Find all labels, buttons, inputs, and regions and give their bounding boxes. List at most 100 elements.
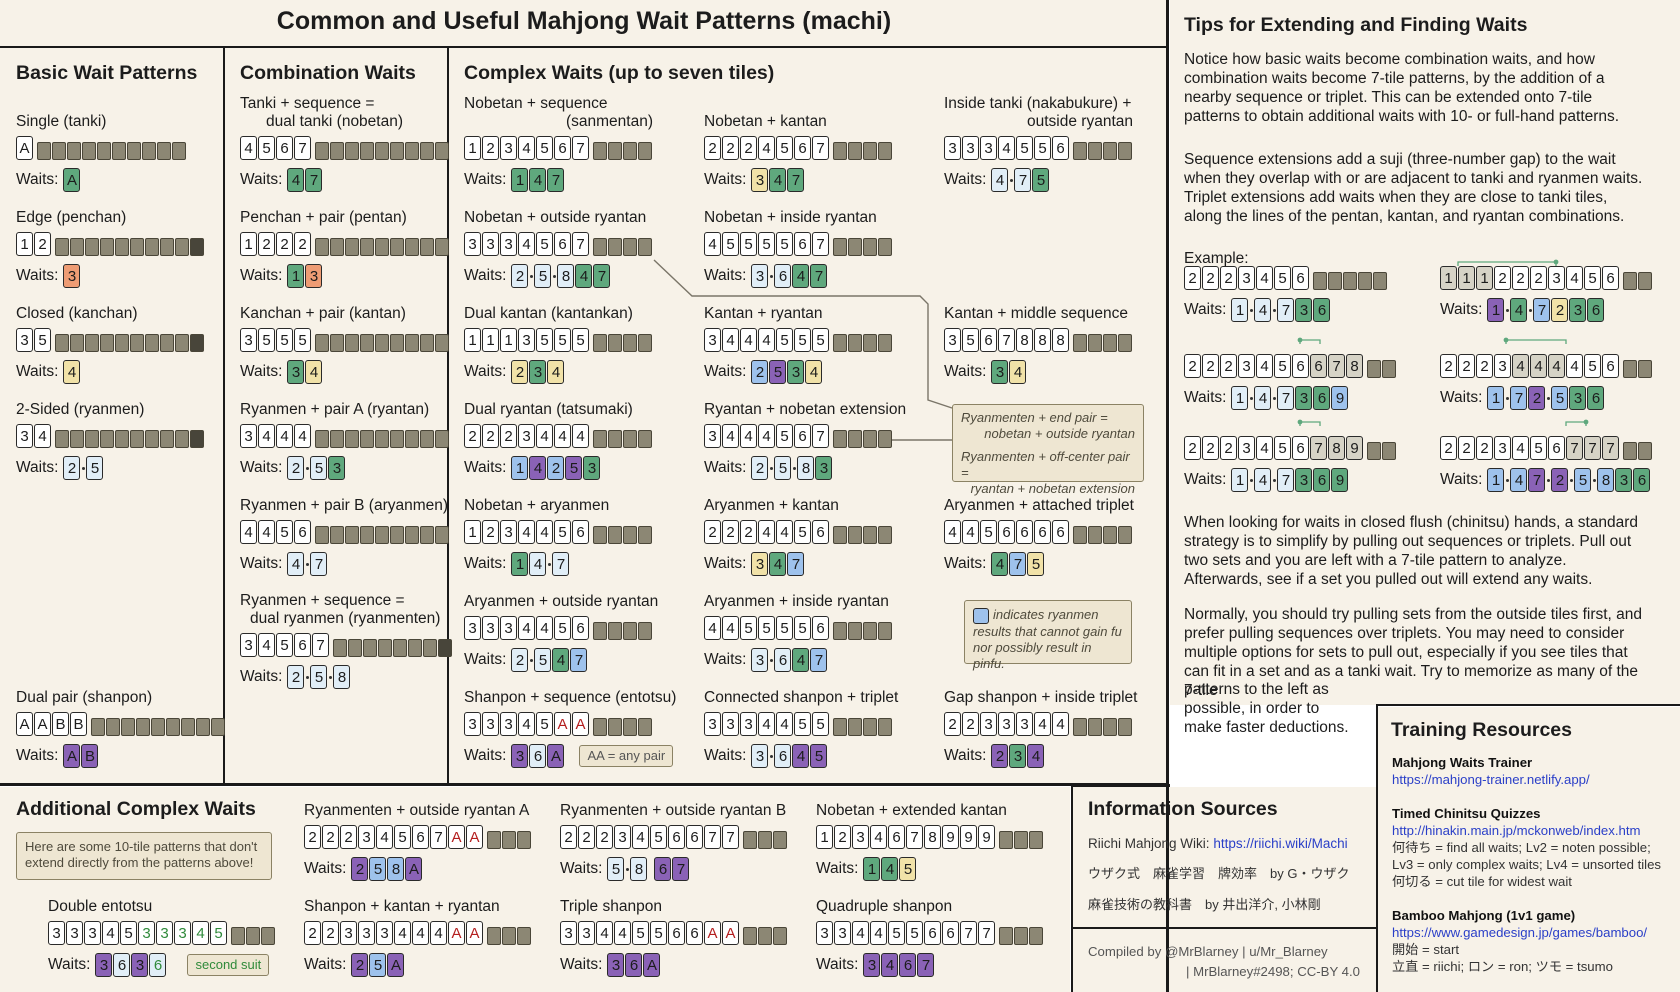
hidden-tile [593,238,607,256]
wait-tile: 3 [1009,744,1027,768]
hidden-tile [743,831,757,849]
tile: 7 [978,921,995,945]
hidden-tile [1367,442,1381,460]
wait-tile: 2 [1551,468,1569,492]
waits-label: Waits: [240,363,283,380]
tile: 3 [722,712,739,736]
resource-2-link[interactable]: http://hinakin.main.jp/mckonweb/index.ht… [1392,823,1641,838]
tile: 4 [1256,436,1273,460]
tile: 1 [816,825,833,849]
wait-row: Waits: 1 7 2 5 3 6 [1440,385,1653,411]
hidden-tile [121,718,135,736]
wiki-link[interactable]: https://riichi.wiki/Machi [1213,836,1348,851]
wait-tile: 4 [1254,298,1272,322]
pattern-label-2: dual tanki (nobetan) [266,113,404,130]
wait-tile: 2 [63,456,81,480]
resource-3-note-2: 立直 = riichi; ロン = ron; ツモ = tsumo [1392,959,1613,974]
tile: 4 [518,136,535,160]
hidden-tile [330,142,344,160]
tile: A [16,136,33,160]
tile: 3 [240,424,257,448]
wait-tile: 7 [1277,468,1295,492]
tile: 3 [1548,266,1565,290]
hidden-tile [345,430,359,448]
wait-tile: 7 [1014,168,1032,192]
tile: 6 [794,232,811,256]
waits-label: Waits: [464,363,507,380]
resource-3-link[interactable]: https://www.gamedesign.jp/games/bamboo/ [1392,925,1648,940]
hidden-tile [878,334,892,352]
tile: 6 [794,424,811,448]
resource-2-title: Timed Chinitsu Quizzes [1392,806,1541,821]
wait-row: Waits: 4 7 [240,551,450,577]
waits-label: Waits: [704,363,747,380]
wait-tile: 4 [792,264,810,288]
hidden-tile [1382,360,1396,378]
tile: 5 [210,921,227,945]
hidden-tile [70,430,84,448]
hidden-tile [848,622,862,640]
pattern-label: Ryanmen + pair A (ryantan) [240,401,430,418]
tile: 4 [1512,436,1529,460]
hidden-tile [360,142,374,160]
tile: 4 [758,712,775,736]
additional-intro: Here are some 10-tile patterns that don'… [16,832,272,880]
tile: 6 [686,921,703,945]
hidden-tile [330,430,344,448]
tile: 4 [1256,266,1273,290]
tile: 9 [942,825,959,849]
tips-line: make faster deductions. [1184,719,1349,736]
tile: 6 [1052,520,1069,544]
hidden-tile [608,718,622,736]
tile: 7 [812,232,829,256]
wait-tile: 5 [899,857,917,881]
tile: 8 [1052,328,1069,352]
tile: 4 [102,921,119,945]
credit-line-1: Compiled by @MrBlarney | u/Mr_Blarney [1088,944,1328,959]
tile: 4 [1566,266,1583,290]
tile: 2 [1512,266,1529,290]
legend-swatch [973,607,989,624]
tile: 2 [722,136,739,160]
wait-tile: 3 [583,456,601,480]
tile: 7 [998,328,1015,352]
wait-tile: 3 [607,953,625,977]
hidden-tile [1088,334,1102,352]
tile: 2 [1184,436,1201,460]
tile: 5 [1034,136,1051,160]
tile: 4 [412,921,429,945]
combo-heading: Combination Waits [240,62,416,84]
resource-1-link[interactable]: https://mahjong-trainer.netlify.app/ [1392,772,1590,787]
hidden-tile [638,334,652,352]
tile: 2 [704,520,721,544]
tile: 3 [980,712,997,736]
waits-label: Waits: [1184,471,1227,488]
tile: 5 [794,712,811,736]
tile: 2 [1202,354,1219,378]
tile: 2 [340,825,357,849]
hidden-tile [175,334,189,352]
wait-tile: 3 [511,744,529,768]
hidden-tile [638,142,652,160]
wait-tile: 4 [1510,468,1528,492]
tile: 1 [500,328,517,352]
wait-tile: 7 [547,168,565,192]
wait-tile: 4 [1254,468,1272,492]
tile: 2 [1476,436,1493,460]
wait-tile: A [643,953,661,977]
tile: 5 [650,921,667,945]
tile: 4 [776,520,793,544]
wait-row: Waits: 3 6 4 7 [704,263,893,289]
hidden-tile [1103,718,1117,736]
tile: 3 [560,921,577,945]
